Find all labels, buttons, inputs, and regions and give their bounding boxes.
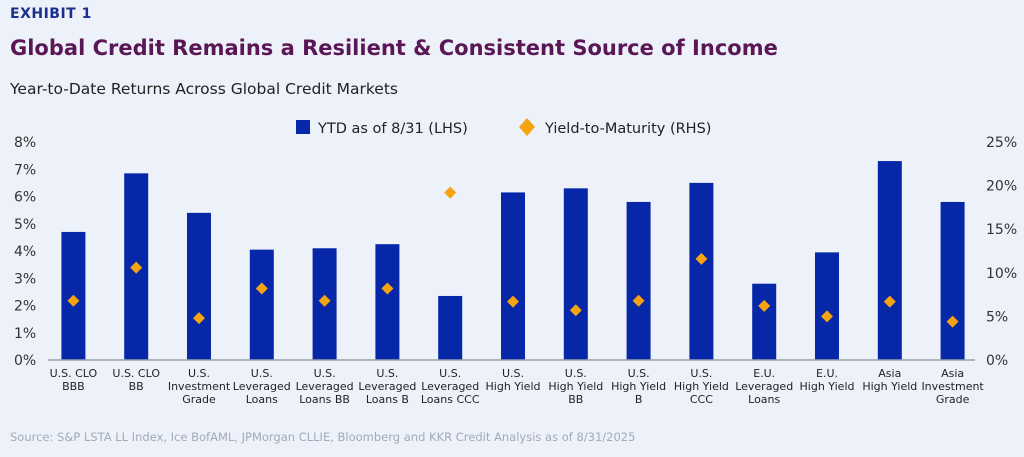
right-axis-tick: 0% <box>986 353 1008 369</box>
left-axis-tick: 2% <box>14 299 36 315</box>
left-axis-tick: 8% <box>14 135 36 151</box>
category-label: Loans <box>246 393 278 406</box>
left-axis-tick: 0% <box>14 353 36 369</box>
diamond-ytm <box>130 261 143 274</box>
left-axis-tick: 6% <box>14 190 36 206</box>
category-label: High Yield <box>486 380 541 393</box>
category-label: Loans B <box>366 393 409 406</box>
category-label: Leveraged <box>358 380 416 393</box>
bar-ytd <box>249 249 274 360</box>
category-label: High Yield <box>674 380 729 393</box>
category-label: Loans <box>748 393 780 406</box>
category-label: Loans BB <box>299 393 350 406</box>
diamond-ytm <box>821 310 833 323</box>
category-label: Leveraged <box>233 380 291 393</box>
diamond-ytm <box>569 304 582 317</box>
category-label: B <box>635 393 643 406</box>
diamond-ytm <box>632 294 645 307</box>
chart-subtitle: Year-to-Date Returns Across Global Credi… <box>10 80 398 98</box>
diamond-ytm <box>946 315 959 328</box>
category-label: U.S. <box>690 367 712 380</box>
bar-ytd <box>752 283 777 360</box>
category-label: Loans CCC <box>421 393 480 406</box>
diamond-ytm <box>193 312 205 325</box>
legend-swatch-ytm <box>519 118 535 136</box>
legend-label-ytm: Yield-to-Maturity (RHS) <box>544 121 711 137</box>
bar-ytd <box>438 295 463 360</box>
bar-ytd <box>375 244 400 360</box>
left-axis-tick: 3% <box>14 271 36 287</box>
diamond-ytm <box>444 186 457 199</box>
legend-swatch-ytd <box>296 120 310 134</box>
category-label: U.S. <box>502 367 524 380</box>
diamond-ytm <box>507 295 519 308</box>
bar-ytd <box>940 201 965 360</box>
category-label: Asia <box>878 367 901 380</box>
diamond-ytm <box>67 294 80 307</box>
category-label: U.S. CLO <box>50 367 98 380</box>
exhibit-label: EXHIBIT 1 <box>10 6 92 22</box>
bar-ytd <box>877 161 902 360</box>
category-label: Grade <box>936 393 970 406</box>
diamond-ytm <box>695 252 708 265</box>
category-label: BB <box>129 380 144 393</box>
right-axis-tick: 10% <box>986 266 1017 282</box>
left-axis-tick: 4% <box>14 244 36 260</box>
chart-title: Global Credit Remains a Resilient & Cons… <box>10 36 778 60</box>
category-label: BB <box>568 393 583 406</box>
category-label: CCC <box>690 393 713 406</box>
category-label: E.U. <box>753 367 775 380</box>
bar-ytd <box>815 252 839 360</box>
category-label: Investment <box>168 380 231 393</box>
bar-ytd <box>187 212 211 360</box>
diamond-ytm <box>381 282 394 295</box>
bar-ytd <box>563 188 588 360</box>
category-label: High Yield <box>611 380 666 393</box>
left-axis-tick: 1% <box>14 326 36 342</box>
legend-label-ytd: YTD as of 8/31 (LHS) <box>317 121 468 137</box>
category-label: U.S. <box>251 367 273 380</box>
category-label: U.S. <box>439 367 461 380</box>
diamond-ytm <box>318 294 331 307</box>
bar-ytd <box>689 182 714 360</box>
bar-ytd <box>626 201 651 360</box>
category-label: High Yield <box>800 380 855 393</box>
category-label: Leveraged <box>735 380 793 393</box>
category-label: U.S. <box>565 367 587 380</box>
left-axis-tick: 5% <box>14 217 36 233</box>
diamond-ytm <box>883 295 896 308</box>
category-label: High Yield <box>862 380 917 393</box>
right-axis-tick: 20% <box>986 179 1017 195</box>
category-label: U.S. <box>188 367 210 380</box>
right-axis-tick: 25% <box>986 135 1017 151</box>
category-label: Leveraged <box>296 380 354 393</box>
left-axis-tick: 7% <box>14 162 36 178</box>
category-label: U.S. <box>628 367 650 380</box>
category-label: U.S. <box>376 367 398 380</box>
diamond-ytm <box>758 299 771 312</box>
category-label: BBB <box>62 380 85 393</box>
legend: YTD as of 8/31 (LHS) Yield-to-Maturity (… <box>296 118 711 137</box>
right-axis-tick: 15% <box>986 222 1017 238</box>
category-label: E.U. <box>816 367 838 380</box>
category-label: Investment <box>921 380 984 393</box>
bar-ytd <box>501 192 525 360</box>
source-note: Source: S&P LSTA LL Index, Ice BofAML, J… <box>10 430 636 444</box>
category-label: U.S. <box>314 367 336 380</box>
category-label: Asia <box>941 367 964 380</box>
category-label: High Yield <box>548 380 603 393</box>
category-label: Leveraged <box>421 380 479 393</box>
category-label: U.S. CLO <box>112 367 160 380</box>
right-axis-tick: 5% <box>986 309 1008 325</box>
diamond-ytm <box>255 282 268 295</box>
category-label: Grade <box>182 393 216 406</box>
